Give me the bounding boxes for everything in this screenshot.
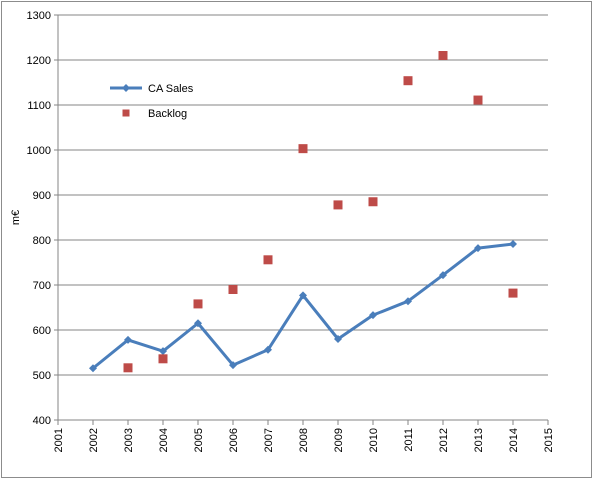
series-ca-sales <box>89 240 517 373</box>
x-tick-label: 2010 <box>368 428 380 452</box>
x-tick-labels: 2001 2002 2003 2004 2005 2006 2007 2008 2009 2010… <box>53 428 555 452</box>
legend-label: Backlog <box>148 108 187 120</box>
plot-area <box>89 51 518 373</box>
x-tick-label: 2002 <box>88 428 100 452</box>
y-tick-label: 1100 <box>27 100 51 112</box>
data-point <box>263 255 273 265</box>
data-point <box>194 319 202 328</box>
data-point <box>229 361 237 370</box>
x-tick-label: 2015 <box>543 428 555 452</box>
x-tick-label: 2001 <box>53 428 65 452</box>
data-point <box>193 299 203 309</box>
data-point <box>298 144 308 154</box>
data-point <box>369 311 377 320</box>
legend-marker <box>122 109 130 117</box>
data-point <box>439 271 447 280</box>
data-point <box>368 197 378 207</box>
data-point <box>158 354 168 364</box>
legend: CA Sales Backlog <box>110 83 194 120</box>
data-point <box>334 335 342 343</box>
data-point <box>333 200 343 210</box>
y-tick-labels: 400 500 600 700 800 900 1000 1100 1200 1300 <box>27 10 51 427</box>
x-tick-label: 2005 <box>193 428 205 452</box>
x-tick-label: 2008 <box>298 428 310 452</box>
data-point <box>264 345 272 354</box>
x-tick-label: 2012 <box>438 428 450 452</box>
data-point <box>159 347 167 356</box>
x-tick-label: 2004 <box>158 428 170 452</box>
legend-entry: CA Sales <box>110 83 194 95</box>
data-point <box>438 51 448 60</box>
data-point <box>474 244 482 253</box>
gridlines <box>58 14 548 376</box>
series-backlog <box>123 51 518 373</box>
y-axis-label: m€ <box>10 210 22 225</box>
y-tick-label: 700 <box>33 280 51 292</box>
y-tick-label: 1000 <box>27 145 51 157</box>
y-tick-label: 600 <box>33 325 51 337</box>
axes <box>54 14 549 425</box>
series-line <box>92 242 514 370</box>
y-tick-label: 1200 <box>27 55 51 67</box>
data-point <box>508 288 518 298</box>
x-tick-label: 2003 <box>123 428 135 452</box>
data-point <box>403 76 413 86</box>
x-tick-label: 2009 <box>333 428 345 452</box>
y-tick-label: 800 <box>33 235 51 247</box>
legend-entry: Backlog <box>122 108 187 120</box>
data-point <box>124 335 132 344</box>
x-tick-label: 2006 <box>228 428 240 452</box>
data-point <box>299 291 307 300</box>
x-tick-label: 2013 <box>473 428 485 452</box>
data-point <box>509 240 517 249</box>
legend-marker <box>122 84 130 92</box>
x-tick-label: 2007 <box>263 428 275 452</box>
data-point <box>228 285 238 294</box>
data-point <box>123 363 133 373</box>
data-point <box>473 95 483 105</box>
data-point <box>404 297 412 306</box>
x-tick-label: 2011 <box>403 428 415 452</box>
x-tick-label: 2014 <box>508 428 520 452</box>
legend-label: CA Sales <box>148 83 194 95</box>
y-tick-label: 1300 <box>27 10 51 22</box>
y-tick-label: 400 <box>33 415 51 427</box>
y-tick-label: 900 <box>33 190 51 202</box>
data-point <box>89 364 97 373</box>
y-tick-label: 500 <box>33 370 51 382</box>
